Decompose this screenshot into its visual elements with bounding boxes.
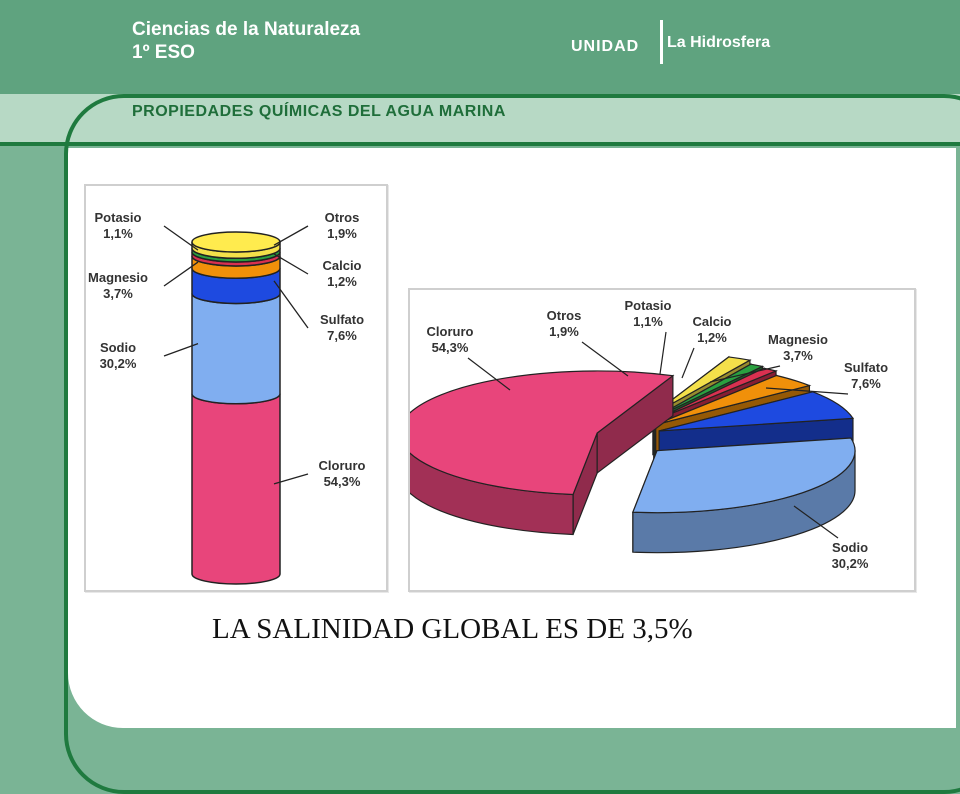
label-magnesio: Magnesio 3,7%: [768, 332, 828, 363]
label-otros: Otros 1,9%: [547, 308, 582, 339]
label-name: Sodio: [100, 340, 136, 355]
label-value: 1,1%: [633, 314, 663, 329]
cylinder-chart: Cloruro 54,3% Sodio 30,2% Sulfato 7,6% Magnesi…: [88, 210, 366, 585]
unit-separator: [660, 20, 663, 64]
label-potasio: Potasio 1,1%: [95, 210, 142, 241]
pie-leader-magnesio: [709, 365, 781, 383]
pie-slice-cloruro: [398, 370, 675, 536]
label-magnesio: Magnesio 3,7%: [88, 270, 148, 301]
label-value: 1,2%: [697, 330, 727, 345]
label-value: 54,3%: [432, 340, 469, 355]
leader-sulfato: [273, 280, 309, 329]
unit-label: UNIDAD: [571, 38, 640, 55]
label-name: Cloruro: [319, 458, 366, 473]
label-value: 30,2%: [100, 356, 137, 371]
label-value: 7,6%: [327, 328, 357, 343]
label-name: Sulfato: [320, 312, 364, 327]
leader-potasio: [163, 225, 199, 251]
pie-leader-cloruro: [467, 357, 511, 391]
leader-sodio: [163, 342, 199, 357]
label-value: 3,7%: [783, 348, 813, 363]
label-sulfato: Sulfato 7,6%: [844, 360, 888, 391]
label-otros: Otros 1,9%: [325, 210, 360, 241]
label-name: Calcio: [692, 314, 731, 329]
label-value: 3,7%: [103, 286, 133, 301]
pie-slice-sodio: [632, 437, 856, 554]
pie-leader-sulfato: [765, 387, 849, 395]
label-value: 1,9%: [327, 226, 357, 241]
leader-magnesio: [163, 261, 199, 287]
label-potasio: Potasio 1,1%: [625, 298, 672, 329]
label-value: 54,3%: [324, 474, 361, 489]
unit-name: La Hidrosfera: [667, 34, 771, 51]
leader-calcio: [273, 253, 309, 275]
label-value: 30,2%: [832, 556, 869, 571]
cyl-segment-cloruro: [191, 393, 281, 585]
header-divider: [0, 142, 960, 146]
label-cloruro: Cloruro 54,3%: [319, 458, 366, 489]
label-name: Magnesio: [88, 270, 148, 285]
label-sodio: Sodio 30,2%: [832, 540, 869, 571]
label-name: Sodio: [832, 540, 868, 555]
label-calcio: Calcio 1,2%: [322, 258, 361, 289]
label-name: Otros: [547, 308, 582, 323]
label-value: 1,9%: [549, 324, 579, 339]
label-calcio: Calcio 1,2%: [692, 314, 731, 345]
label-name: Potasio: [625, 298, 672, 313]
pie-chart: Cloruro 54,3% Sodio 30,2% Sulfato 7,6% Magnesi…: [398, 298, 888, 571]
label-cloruro: Cloruro 54,3%: [427, 324, 474, 355]
label-value: 1,2%: [327, 274, 357, 289]
label-value: 7,6%: [851, 376, 881, 391]
leader-cloruro: [273, 473, 309, 485]
pie-chart-panel: Cloruro 54,3% Sodio 30,2% Sulfato 7,6% Magnesi…: [398, 288, 916, 592]
label-sodio: Sodio 30,2%: [100, 340, 137, 371]
label-name: Cloruro: [427, 324, 474, 339]
pie-leader-calcio: [681, 347, 695, 379]
label-name: Calcio: [322, 258, 361, 273]
leader-otros: [273, 225, 309, 246]
cyl-top-cap: [191, 231, 281, 253]
left-sidebar: [0, 145, 70, 720]
cyl-segment-sodio: [191, 293, 281, 405]
label-name: Otros: [325, 210, 360, 225]
subject-title: Ciencias de la Naturaleza 1º ESO: [132, 18, 360, 64]
label-value: 1,1%: [103, 226, 133, 241]
title-band: [0, 94, 960, 146]
label-name: Sulfato: [844, 360, 888, 375]
pie-leader-potasio: [659, 331, 667, 375]
subject-line-1: Ciencias de la Naturaleza: [132, 19, 361, 40]
label-sulfato: Sulfato 7,6%: [320, 312, 364, 343]
subject-line-2: 1º ESO: [132, 42, 195, 63]
pie-leader-sodio: [793, 505, 839, 539]
section-title: PROPIEDADES QUÍMICAS DEL AGUA MARINA: [132, 103, 506, 120]
cylinder-chart-panel: Cloruro 54,3% Sodio 30,2% Sulfato 7,6% Magnesi…: [84, 184, 388, 592]
label-name: Magnesio: [768, 332, 828, 347]
label-name: Potasio: [95, 210, 142, 225]
salinity-caption: LA SALINIDAD GLOBAL ES DE 3,5%: [212, 613, 693, 645]
pie-leader-otros: [581, 341, 629, 377]
